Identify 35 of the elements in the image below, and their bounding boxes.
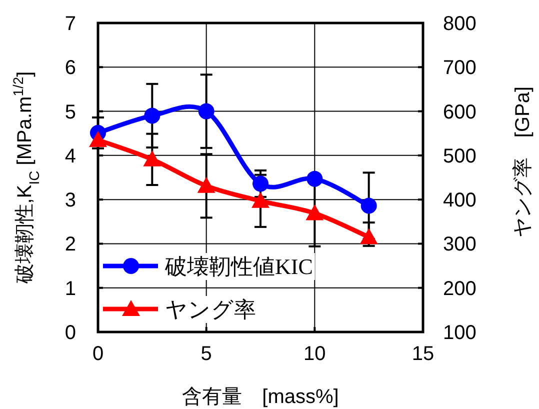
legend-label: ヤング率 <box>165 297 256 322</box>
y2-tick-label: 300 <box>443 234 476 256</box>
y2-tick-label: 400 <box>443 190 476 212</box>
y-tick-label: 4 <box>64 145 76 168</box>
y2-tick-label: 600 <box>443 101 476 124</box>
point <box>360 198 377 214</box>
y-tick-label: 2 <box>64 234 76 256</box>
y2-tick-label: 800 <box>443 13 476 35</box>
y-tick-label: 7 <box>64 13 76 35</box>
y2-tick-label: 100 <box>443 322 476 344</box>
y-tick-label: 6 <box>64 57 76 80</box>
y2-tick-label: 500 <box>443 145 476 168</box>
point <box>89 130 107 147</box>
y-tick-label: 5 <box>64 101 76 124</box>
x-tick-label: 5 <box>200 343 212 365</box>
point <box>306 204 324 220</box>
x-axis-title: 含有量 [mass%] <box>182 386 339 408</box>
point <box>144 108 160 124</box>
x-tick-label: 10 <box>304 343 326 365</box>
point <box>197 176 216 193</box>
y-tick-label: 1 <box>64 278 76 300</box>
point <box>198 103 214 120</box>
point <box>252 192 270 208</box>
x-tick-label: 15 <box>412 343 434 365</box>
point <box>306 170 323 187</box>
y-tick-label: 3 <box>64 190 76 212</box>
y-tick-label: 0 <box>64 322 76 344</box>
point <box>143 150 162 166</box>
point <box>252 176 268 192</box>
y2-tick-label: 200 <box>443 278 476 300</box>
x-tick-label: 0 <box>92 343 104 365</box>
y2-tick-label: 700 <box>443 57 476 80</box>
legend-label: 破壊靭性値KIC <box>164 254 313 279</box>
y2-axis-title: ヤング率 [GPa] <box>512 86 534 238</box>
point <box>360 228 378 244</box>
